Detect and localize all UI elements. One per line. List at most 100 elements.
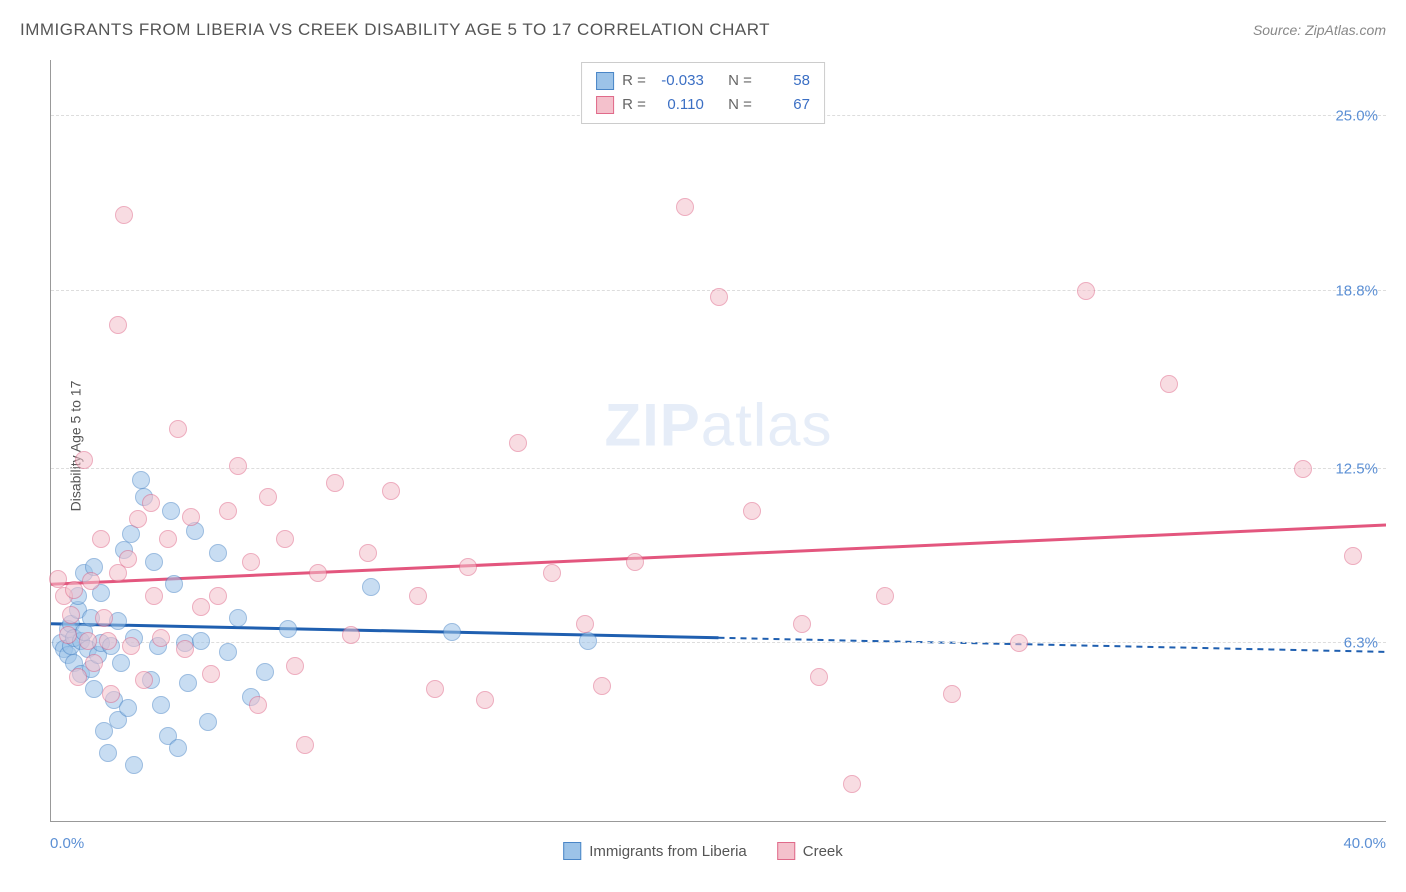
data-point: [1344, 547, 1362, 565]
data-point: [152, 629, 170, 647]
legend-item: Immigrants from Liberia: [563, 842, 747, 860]
data-point: [476, 691, 494, 709]
legend-swatch: [563, 842, 581, 860]
data-point: [943, 685, 961, 703]
data-point: [129, 510, 147, 528]
data-point: [169, 739, 187, 757]
data-point: [1294, 460, 1312, 478]
data-point: [145, 587, 163, 605]
data-point: [509, 434, 527, 452]
data-point: [145, 553, 163, 571]
legend-label: Creek: [803, 843, 843, 860]
data-point: [362, 578, 380, 596]
data-point: [876, 587, 894, 605]
data-point: [122, 637, 140, 655]
data-point: [229, 457, 247, 475]
n-value: 58: [760, 69, 810, 93]
data-point: [810, 668, 828, 686]
source-name: ZipAtlas.com: [1305, 22, 1386, 38]
data-point: [75, 451, 93, 469]
data-point: [743, 502, 761, 520]
data-point: [109, 316, 127, 334]
data-point: [199, 713, 217, 731]
data-point: [65, 581, 83, 599]
data-point: [49, 570, 67, 588]
data-point: [342, 626, 360, 644]
stats-row: R = 0.110 N = 67: [596, 93, 810, 117]
data-point: [102, 685, 120, 703]
data-point: [125, 756, 143, 774]
data-point: [276, 530, 294, 548]
data-point: [249, 696, 267, 714]
data-point: [229, 609, 247, 627]
data-point: [279, 620, 297, 638]
data-point: [85, 654, 103, 672]
n-label: N =: [728, 69, 752, 93]
r-label: R =: [622, 93, 646, 117]
data-point: [99, 632, 117, 650]
data-point: [132, 471, 150, 489]
data-point: [115, 206, 133, 224]
legend-label: Immigrants from Liberia: [589, 843, 747, 860]
data-point: [165, 575, 183, 593]
data-point: [326, 474, 344, 492]
data-point: [99, 744, 117, 762]
data-point: [256, 663, 274, 681]
data-point: [259, 488, 277, 506]
data-point: [1160, 375, 1178, 393]
scatter-chart: ZIPatlas 6.3%12.5%18.8%25.0%: [50, 60, 1386, 822]
data-point: [202, 665, 220, 683]
data-point: [209, 544, 227, 562]
data-point: [793, 615, 811, 633]
legend-item: Creek: [777, 842, 843, 860]
n-value: 67: [760, 93, 810, 117]
data-point: [162, 502, 180, 520]
data-point: [192, 632, 210, 650]
correlation-stats-legend: R = -0.033 N = 58 R = 0.110 N = 67: [581, 62, 825, 124]
data-point: [286, 657, 304, 675]
data-point: [242, 553, 260, 571]
data-point: [62, 606, 80, 624]
y-tick-label: 25.0%: [1335, 108, 1378, 125]
data-point: [142, 494, 160, 512]
data-point: [169, 420, 187, 438]
data-point: [179, 674, 197, 692]
series-legend: Immigrants from Liberia Creek: [563, 842, 843, 860]
data-point: [676, 198, 694, 216]
watermark: ZIPatlas: [604, 391, 832, 460]
source-attribution: Source: ZipAtlas.com: [1253, 22, 1386, 38]
data-point: [182, 508, 200, 526]
data-point: [85, 680, 103, 698]
data-point: [593, 677, 611, 695]
data-point: [843, 775, 861, 793]
y-tick-label: 12.5%: [1335, 460, 1378, 477]
data-point: [579, 632, 597, 650]
data-point: [443, 623, 461, 641]
data-point: [82, 572, 100, 590]
data-point: [710, 288, 728, 306]
gridline: [51, 468, 1386, 469]
data-point: [92, 530, 110, 548]
data-point: [543, 564, 561, 582]
data-point: [112, 654, 130, 672]
data-point: [69, 668, 87, 686]
chart-title: IMMIGRANTS FROM LIBERIA VS CREEK DISABIL…: [20, 20, 770, 40]
chart-header: IMMIGRANTS FROM LIBERIA VS CREEK DISABIL…: [20, 20, 1386, 40]
r-label: R =: [622, 69, 646, 93]
r-value: -0.033: [654, 69, 704, 93]
r-value: 0.110: [654, 93, 704, 117]
data-point: [1010, 634, 1028, 652]
data-point: [219, 502, 237, 520]
x-tick-min: 0.0%: [50, 835, 84, 852]
legend-swatch: [596, 72, 614, 90]
data-point: [309, 564, 327, 582]
data-point: [119, 699, 137, 717]
n-label: N =: [728, 93, 752, 117]
gridline: [51, 642, 1386, 643]
data-point: [296, 736, 314, 754]
data-point: [426, 680, 444, 698]
data-point: [382, 482, 400, 500]
source-prefix: Source:: [1253, 22, 1305, 38]
data-point: [95, 609, 113, 627]
data-point: [459, 558, 477, 576]
